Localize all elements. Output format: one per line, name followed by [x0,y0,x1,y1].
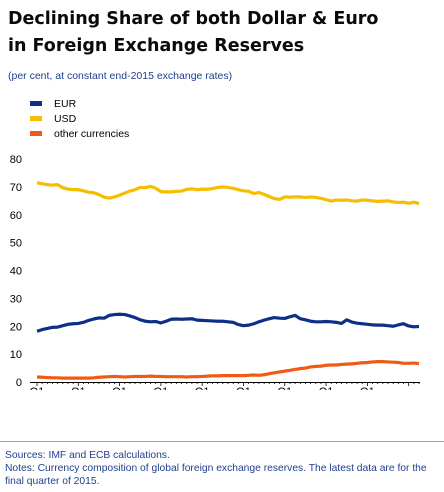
chart-footer: Sources: IMF and ECB calculations. Notes… [0,441,444,492]
y-tick-label: 70 [10,182,22,194]
x-tick-label-quarter: Q1 [277,386,292,390]
chart-legend: EUR USD other currencies [30,96,129,141]
legend-label-eur: EUR [54,97,77,110]
x-tick-label-quarter: Q1 [360,386,375,390]
series-usd-line [36,181,420,206]
footer-notes: Notes: Currency composition of global fo… [5,463,427,487]
chart-title-line-2: in Foreign Exchange Reserves [8,36,305,56]
legend-label-other: other currencies [54,127,130,140]
y-tick-label: 20 [10,321,22,333]
series-eur-line [36,312,420,333]
chart-subtitle: (per cent, at constant end-2015 exchange… [8,70,233,82]
y-tick-label: 50 [10,238,22,250]
x-tick-label-quarter: Q1 [112,386,127,390]
y-tick-label: 10 [10,349,22,361]
chart-title-line-1: Declining Share of both Dollar & Euro [8,9,379,29]
series-other-currencies-line [36,360,420,380]
legend-label-usd: USD [54,112,77,125]
legend-swatch-eur [30,101,42,106]
x-tick-label-quarter: Q1 [319,386,334,390]
line-chart: 01020304050607080Q11999Q12001Q12003Q1200… [10,154,420,390]
chart-title: Declining Share of both Dollar & Euro in… [8,6,378,60]
y-tick-label: 80 [10,154,22,166]
legend-item-usd: USD [30,111,129,126]
x-tick-label-quarter: Q1 [236,386,251,390]
legend-swatch-other [30,131,42,136]
y-tick-label: 40 [10,266,22,278]
x-tick-label-quarter: Q1 [154,386,169,390]
footer-sources: Sources: IMF and ECB calculations. [5,450,170,461]
x-tick-label-quarter: Q1 [30,386,45,390]
x-tick-label-quarter: Q1 [71,386,86,390]
y-tick-label: 0 [16,377,22,389]
x-tick-label-quarter: Q1 [195,386,210,390]
y-tick-label: 60 [10,210,22,222]
legend-item-eur: EUR [30,96,129,111]
legend-swatch-usd [30,116,42,121]
y-tick-label: 30 [10,293,22,305]
legend-item-other: other currencies [30,126,129,141]
